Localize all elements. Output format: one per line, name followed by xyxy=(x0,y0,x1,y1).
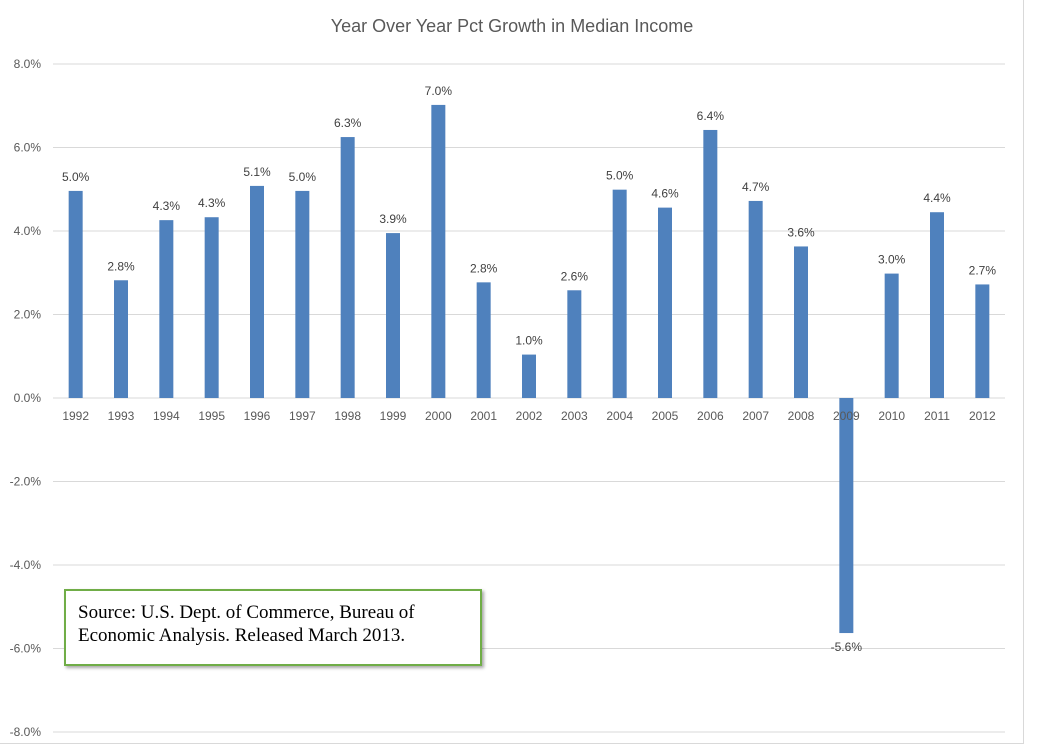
bar-2009 xyxy=(839,398,854,634)
y-tick-label: -6.0% xyxy=(10,642,42,656)
x-axis-ticks: 1992 1993 1994 1995 1996 1997 1998 1999 2000 2001… xyxy=(62,409,996,423)
x-tick-label: 2003 xyxy=(561,409,588,423)
data-labels: 5.0% 2.8% 4.3% 4.3% 5.1% 5.0% 6.3% 3.9% 7.0% 2.8%… xyxy=(62,84,996,654)
bar-2008 xyxy=(794,246,808,398)
bar-2003 xyxy=(567,290,582,398)
data-label: 4.6% xyxy=(651,187,679,201)
data-label: 6.3% xyxy=(334,116,362,130)
data-label: -5.6% xyxy=(831,640,863,654)
x-tick-label: 2010 xyxy=(878,409,905,423)
data-label: 5.0% xyxy=(606,169,634,183)
x-tick-label: 1999 xyxy=(380,409,407,423)
bar-2006 xyxy=(703,129,718,398)
data-label: 2.7% xyxy=(969,263,997,277)
data-label: 4.3% xyxy=(153,199,181,213)
bar-1998 xyxy=(340,137,355,398)
x-tick-label: 1995 xyxy=(198,409,225,423)
x-tick-label: 2009 xyxy=(833,409,860,423)
bar-1996 xyxy=(250,185,264,398)
bar-2004 xyxy=(612,189,627,398)
bar-2001 xyxy=(476,282,491,398)
bar-1994 xyxy=(159,220,174,398)
data-label: 6.4% xyxy=(697,109,725,123)
bar-1997 xyxy=(295,190,310,398)
bar-chart: 8.0% 6.0% 4.0% 2.0% 0.0% -2.0% -4.0% -6.0% -8.0%… xyxy=(10,16,1005,739)
x-tick-label: 2004 xyxy=(606,409,633,423)
chart-title: Year Over Year Pct Growth in Median Inco… xyxy=(331,16,694,36)
x-tick-label: 2005 xyxy=(652,409,679,423)
x-tick-label: 2000 xyxy=(425,409,452,423)
x-tick-label: 2011 xyxy=(924,409,950,423)
data-label: 7.0% xyxy=(425,84,453,98)
source-line-1: Source: U.S. Dept. of Commerce, Bureau o… xyxy=(78,602,415,623)
bar-2000 xyxy=(431,104,446,398)
y-tick-label: -4.0% xyxy=(10,558,42,572)
data-label: 2.8% xyxy=(470,261,498,275)
y-tick-label: 6.0% xyxy=(14,141,42,155)
x-tick-label: 2007 xyxy=(742,409,769,423)
bar-2005 xyxy=(658,207,672,398)
x-tick-label: 2002 xyxy=(516,409,543,423)
bars xyxy=(68,104,990,634)
y-axis-ticks: 8.0% 6.0% 4.0% 2.0% 0.0% -2.0% -4.0% -6.0% -8.0% xyxy=(10,57,42,739)
data-label: 2.6% xyxy=(561,269,589,283)
y-tick-label: -2.0% xyxy=(10,475,42,489)
x-tick-label: 1998 xyxy=(334,409,361,423)
data-label: 4.3% xyxy=(198,196,226,210)
data-label: 5.0% xyxy=(62,170,90,184)
bar-1999 xyxy=(386,233,400,398)
data-label: 4.4% xyxy=(923,191,951,205)
data-label: 3.9% xyxy=(379,212,407,226)
x-tick-label: 1997 xyxy=(289,409,316,423)
bar-1995 xyxy=(204,217,219,398)
y-tick-label: -8.0% xyxy=(10,725,42,739)
data-label: 5.1% xyxy=(243,165,271,179)
x-tick-label: 1992 xyxy=(62,409,89,423)
x-tick-label: 2012 xyxy=(969,409,996,423)
data-label: 1.0% xyxy=(515,334,543,348)
y-tick-label: 4.0% xyxy=(14,224,42,238)
data-label: 3.0% xyxy=(878,253,906,267)
y-tick-label: 8.0% xyxy=(14,57,42,71)
data-label: 5.0% xyxy=(289,170,317,184)
chart-area: 8.0% 6.0% 4.0% 2.0% 0.0% -2.0% -4.0% -6.0% -8.0%… xyxy=(0,0,1024,744)
x-tick-label: 2006 xyxy=(697,409,724,423)
x-tick-label: 1993 xyxy=(108,409,135,423)
data-label: 3.6% xyxy=(787,225,815,239)
data-label: 4.7% xyxy=(742,180,770,194)
bar-2012 xyxy=(975,284,990,398)
y-tick-label: 0.0% xyxy=(14,391,42,405)
x-tick-label: 2001 xyxy=(470,409,497,423)
x-tick-label: 1996 xyxy=(244,409,271,423)
bar-2002 xyxy=(522,354,536,398)
x-tick-label: 2008 xyxy=(788,409,815,423)
bar-1992 xyxy=(68,190,83,398)
bar-2010 xyxy=(884,273,899,398)
source-annotation: Source: U.S. Dept. of Commerce, Bureau o… xyxy=(64,589,482,666)
bar-1993 xyxy=(114,280,128,398)
source-line-2: Economic Analysis. Released March 2013. xyxy=(78,625,406,646)
data-label: 2.8% xyxy=(107,259,135,273)
bar-2007 xyxy=(748,200,763,398)
x-tick-label: 1994 xyxy=(153,409,180,423)
y-tick-label: 2.0% xyxy=(14,308,42,322)
bar-2011 xyxy=(930,212,944,398)
